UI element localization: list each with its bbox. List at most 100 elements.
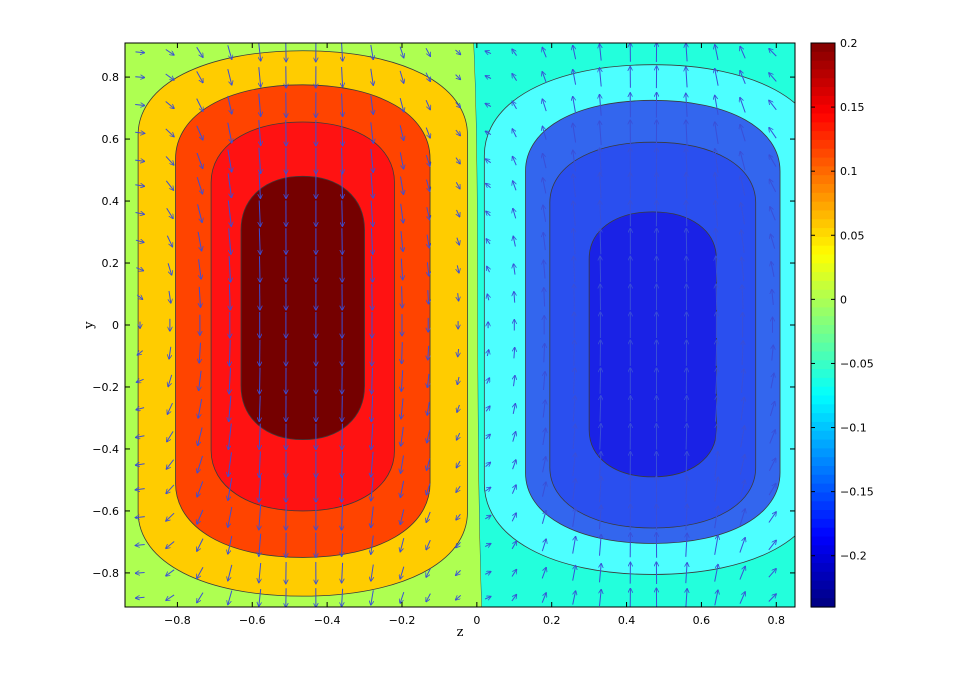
vector-arrow [485,51,492,54]
vector-arrow [572,508,576,527]
colorbar-band [811,457,835,467]
vector-arrow [686,533,687,557]
x-tick-label: 0.8 [768,614,786,627]
colorbar-band [811,386,835,397]
vector-arrow [259,504,261,530]
vector-arrow [342,172,343,199]
colorbar-band [811,236,835,247]
colorbar-tick-label: −0.1 [840,422,867,435]
vector-arrow [544,260,546,279]
vector-arrow [715,45,719,61]
vector-arrow [165,128,174,137]
vector-arrow [600,94,602,116]
vector-arrow [573,424,575,450]
vector-arrow [686,504,687,531]
vector-arrow [455,129,461,136]
vector-arrow [456,460,460,468]
vector-arrow [686,120,687,146]
vector-arrow [716,396,718,422]
colorbar-band [811,360,835,370]
colorbar-band [811,325,835,335]
vector-arrow [740,97,746,113]
vector-arrow [715,122,719,144]
vector-arrow [425,127,430,139]
x-tick-label: 0.4 [618,614,636,627]
vector-arrow [574,256,575,283]
contour-cell2-level4 [588,211,717,478]
vector-arrow [686,43,687,62]
vector-arrow [136,408,145,410]
vector-arrow [399,125,404,140]
vector-arrow [227,95,232,114]
colorbar-band [811,536,835,546]
vector-arrow [543,233,545,251]
vector-arrow [769,155,777,167]
colorbar-band [811,51,835,62]
vector-arrow [426,511,431,523]
vector-arrow [686,67,687,88]
vector-arrow [167,402,173,414]
vector-arrow [686,228,687,255]
vector-arrow [228,423,232,450]
vector-arrow [372,256,373,282]
vector-arrow [401,455,404,474]
vector-arrow [458,348,459,357]
vector-arrow [166,207,173,218]
vector-arrow [229,367,230,394]
vector-arrow [135,517,145,518]
vector-arrow [229,256,230,282]
vector-arrow [600,68,602,87]
vector-arrow [458,293,459,301]
x-tick-label: 0.2 [543,614,561,627]
vector-arrow [486,183,491,187]
vector-arrow [342,147,343,174]
vector-arrow [135,545,145,546]
vector-arrow [714,590,718,606]
vector-arrow [229,284,230,310]
vector-arrow [198,399,203,418]
colorbar-band [811,562,835,573]
vector-arrow [197,592,204,603]
vector-arrow [197,509,204,524]
vector-arrow [716,256,717,283]
vector-arrow [716,340,717,366]
vector-arrow [259,147,261,174]
vector-arrow [572,536,576,554]
colorbar-tick-label: −0.05 [840,357,874,370]
vector-arrow [342,423,343,450]
vector-arrow [485,487,490,491]
vector-arrow [574,340,575,366]
vector-arrow [456,541,461,547]
colorbar-band [811,430,835,441]
vector-arrow [686,148,687,174]
vector-arrow [772,289,774,305]
colorbar-tick-label: 0.1 [840,165,858,178]
colorbar-band [811,377,835,388]
vector-arrow [402,342,403,364]
x-axis-label: z [457,625,464,640]
vector-arrow [135,185,144,187]
vector-arrow [259,93,261,117]
colorbar-band [811,113,835,123]
vector-arrow [260,256,261,282]
colorbar-band [811,333,835,344]
vector-arrow [600,505,602,530]
vector-arrow [714,506,718,529]
vector-arrow [197,538,204,552]
vector-arrow [428,290,429,304]
vector-arrow [513,404,515,415]
colorbar-tick-label: −0.2 [840,550,867,563]
vector-arrow [165,73,174,80]
vector-arrow [199,342,200,363]
vector-arrow [686,173,687,199]
vector-arrow [511,541,516,550]
colorbar-band [811,95,835,106]
vector-arrow [399,46,404,58]
vector-arrow [136,597,145,598]
vector-arrow [227,149,232,173]
colorbar-frame [810,42,836,608]
vector-arrow [600,534,602,556]
vector-arrow [768,540,777,551]
vector-arrow [400,176,404,195]
